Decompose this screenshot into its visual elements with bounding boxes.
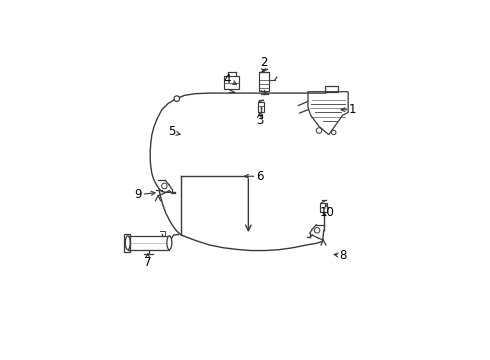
Text: 6: 6 (256, 170, 263, 183)
Text: 8: 8 (339, 249, 346, 262)
Circle shape (162, 183, 167, 189)
Bar (128, 236, 170, 250)
Text: 2: 2 (260, 56, 268, 69)
Text: 5: 5 (169, 125, 176, 138)
Circle shape (314, 228, 320, 233)
Text: 4: 4 (224, 73, 231, 86)
Bar (259, 72, 270, 91)
Text: 3: 3 (256, 114, 263, 127)
Text: 7: 7 (144, 256, 151, 269)
Circle shape (174, 96, 180, 102)
Text: 1: 1 (348, 103, 356, 116)
Bar (320, 203, 327, 212)
Ellipse shape (125, 236, 130, 250)
Bar (224, 76, 240, 90)
Text: 9: 9 (134, 188, 142, 201)
Ellipse shape (167, 236, 172, 250)
Bar (124, 234, 130, 252)
Bar (258, 102, 264, 112)
Text: 10: 10 (319, 206, 334, 219)
